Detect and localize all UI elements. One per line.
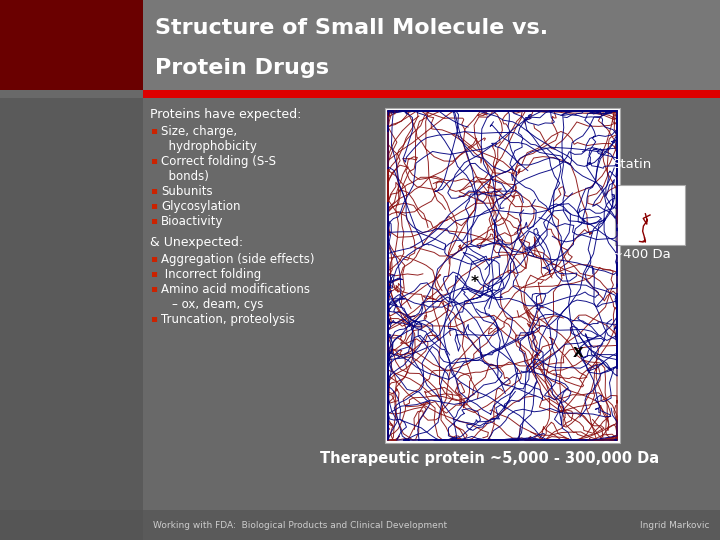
Text: ▪: ▪: [150, 185, 157, 195]
FancyBboxPatch shape: [615, 185, 685, 245]
FancyBboxPatch shape: [0, 510, 143, 540]
Text: bonds): bonds): [161, 170, 209, 183]
Text: ▪: ▪: [150, 283, 157, 293]
Text: ▪: ▪: [150, 253, 157, 263]
Text: Structure of Small Molecule vs.: Structure of Small Molecule vs.: [155, 18, 548, 38]
FancyBboxPatch shape: [0, 98, 143, 540]
Text: ▪: ▪: [150, 313, 157, 323]
FancyBboxPatch shape: [0, 0, 143, 90]
Text: Bioactivity: Bioactivity: [161, 215, 223, 228]
Text: Amino acid modifications: Amino acid modifications: [161, 283, 310, 296]
Text: Subunits: Subunits: [161, 185, 212, 198]
Text: *: *: [470, 275, 478, 289]
Text: Glycosylation: Glycosylation: [161, 200, 240, 213]
Text: ▪: ▪: [150, 125, 157, 135]
Text: Statin: Statin: [612, 159, 652, 172]
Text: ▪: ▪: [150, 200, 157, 210]
Text: Ingrid Markovic: Ingrid Markovic: [641, 521, 710, 530]
Text: Working with FDA:  Biological Products and Clinical Development: Working with FDA: Biological Products an…: [153, 521, 447, 530]
Text: Proteins have expected:: Proteins have expected:: [150, 108, 302, 121]
FancyBboxPatch shape: [143, 98, 720, 540]
Text: ▪: ▪: [150, 215, 157, 225]
Text: Truncation, proteolysis: Truncation, proteolysis: [161, 313, 295, 326]
FancyBboxPatch shape: [143, 90, 720, 98]
Text: ▪: ▪: [150, 268, 157, 278]
Text: Size, charge,: Size, charge,: [161, 125, 237, 138]
Text: Protein Drugs: Protein Drugs: [155, 58, 329, 78]
Text: & Unexpected:: & Unexpected:: [150, 236, 243, 249]
FancyBboxPatch shape: [385, 108, 620, 443]
FancyBboxPatch shape: [143, 0, 720, 90]
Text: hydrophobicity: hydrophobicity: [161, 140, 257, 153]
Text: Aggregation (side effects): Aggregation (side effects): [161, 253, 315, 266]
FancyBboxPatch shape: [143, 510, 720, 540]
Text: Correct folding (S-S: Correct folding (S-S: [161, 155, 276, 168]
Text: Therapeutic protein ~5,000 - 300,000 Da: Therapeutic protein ~5,000 - 300,000 Da: [320, 450, 660, 465]
Text: Incorrect folding: Incorrect folding: [161, 268, 261, 281]
Text: X: X: [572, 346, 583, 360]
Text: ~400 Da: ~400 Da: [612, 248, 671, 261]
Text: – ox, deam, cys: – ox, deam, cys: [172, 298, 264, 311]
Text: ▪: ▪: [150, 155, 157, 165]
